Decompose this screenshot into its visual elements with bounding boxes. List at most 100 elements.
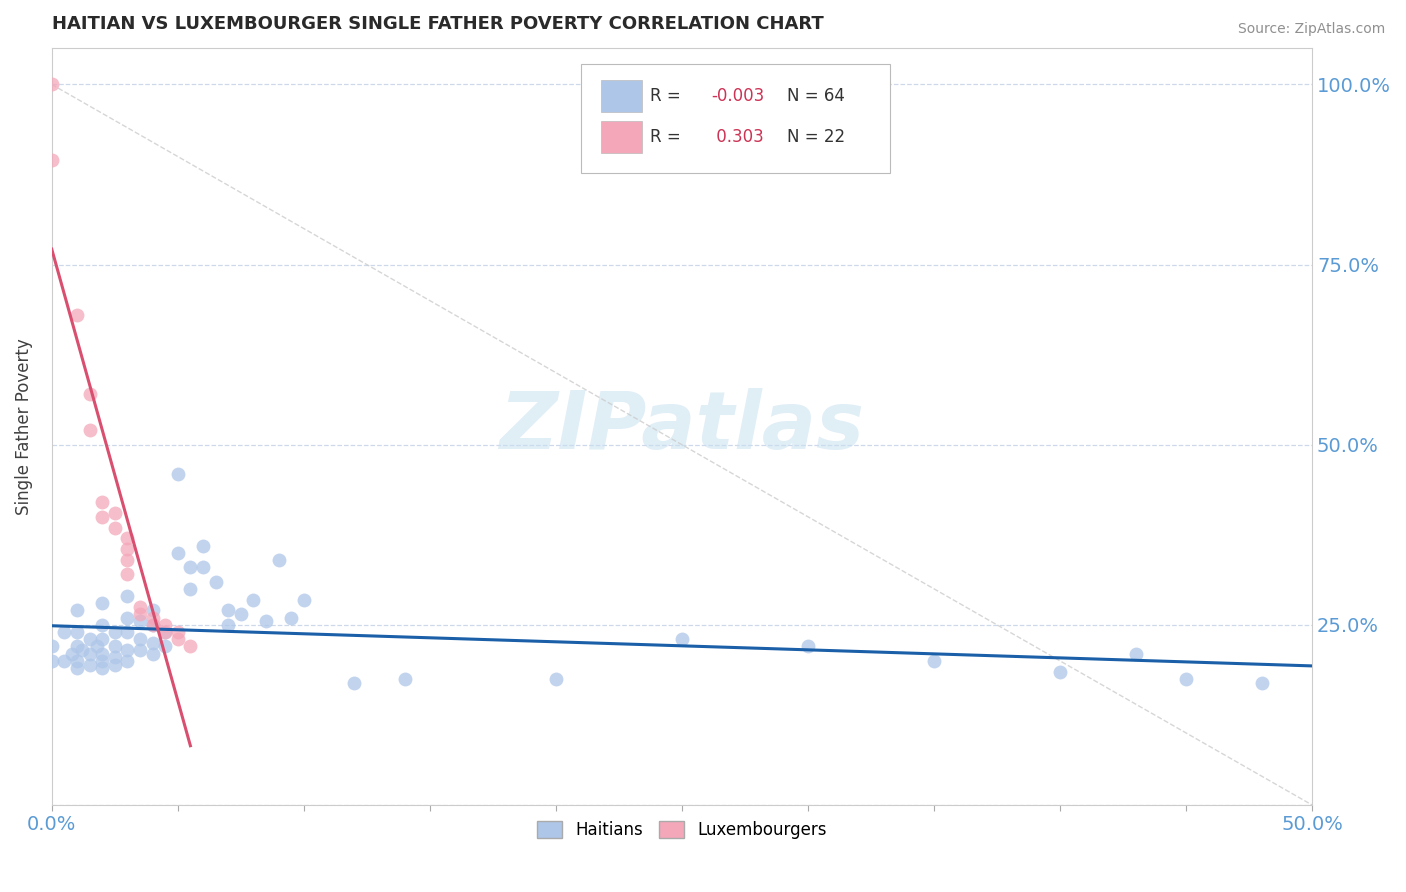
Legend: Haitians, Luxembourgers: Haitians, Luxembourgers [530, 814, 834, 846]
Point [343, 675, 366, 690]
Point [66, 625, 89, 640]
Point [153, 625, 176, 640]
Point [117, 567, 139, 582]
Text: -0.003: -0.003 [711, 87, 765, 105]
Y-axis label: Single Father Poverty: Single Father Poverty [15, 338, 32, 515]
Point [79, 647, 101, 661]
Point [179, 582, 201, 596]
Point [142, 610, 165, 624]
Point [70, 643, 93, 657]
Point [41, 153, 63, 168]
Text: R =: R = [651, 128, 686, 146]
Point [797, 640, 820, 654]
Point [217, 618, 239, 632]
Point [79, 632, 101, 647]
Text: N = 22: N = 22 [786, 128, 845, 146]
Point [91, 618, 114, 632]
Point [91, 654, 114, 668]
Point [1049, 665, 1071, 679]
Point [394, 672, 416, 686]
Point [129, 632, 152, 647]
Point [292, 592, 315, 607]
Point [79, 387, 101, 401]
Point [242, 592, 264, 607]
Point [191, 539, 214, 553]
Point [117, 654, 139, 668]
Point [922, 654, 945, 668]
Point [53, 654, 76, 668]
Text: Source: ZipAtlas.com: Source: ZipAtlas.com [1237, 22, 1385, 37]
Point [129, 643, 152, 657]
FancyBboxPatch shape [602, 121, 641, 153]
Point [117, 542, 139, 557]
Point [191, 560, 214, 574]
Point [66, 661, 89, 675]
Point [91, 632, 114, 647]
Point [91, 495, 114, 509]
Point [60, 647, 83, 661]
Point [153, 640, 176, 654]
Point [166, 467, 188, 481]
Point [166, 632, 188, 647]
Text: ZIPatlas: ZIPatlas [499, 388, 865, 466]
Point [104, 640, 127, 654]
Point [41, 78, 63, 92]
Point [66, 603, 89, 617]
Point [66, 308, 89, 322]
Point [166, 625, 188, 640]
Point [117, 532, 139, 546]
Point [91, 661, 114, 675]
Point [1125, 647, 1147, 661]
Point [117, 625, 139, 640]
Point [229, 607, 252, 621]
Point [217, 603, 239, 617]
Point [104, 520, 127, 534]
Point [1250, 675, 1272, 690]
Point [79, 657, 101, 672]
Point [91, 596, 114, 610]
Point [91, 509, 114, 524]
Point [153, 618, 176, 632]
Point [117, 589, 139, 603]
Point [104, 506, 127, 520]
Point [142, 636, 165, 650]
Point [1175, 672, 1198, 686]
Point [129, 614, 152, 628]
Point [79, 423, 101, 437]
Point [104, 625, 127, 640]
Text: HAITIAN VS LUXEMBOURGER SINGLE FATHER POVERTY CORRELATION CHART: HAITIAN VS LUXEMBOURGER SINGLE FATHER PO… [52, 15, 824, 33]
Point [129, 599, 152, 614]
Point [142, 618, 165, 632]
Point [142, 603, 165, 617]
Point [104, 650, 127, 665]
Point [153, 625, 176, 640]
Point [104, 657, 127, 672]
Point [117, 643, 139, 657]
Point [117, 553, 139, 567]
Point [86, 640, 108, 654]
FancyBboxPatch shape [581, 63, 890, 173]
Point [129, 607, 152, 621]
Point [254, 614, 277, 628]
Point [142, 618, 165, 632]
Text: R =: R = [651, 87, 686, 105]
Point [280, 610, 302, 624]
Point [91, 647, 114, 661]
Point [179, 560, 201, 574]
Text: 0.303: 0.303 [711, 128, 763, 146]
Point [41, 654, 63, 668]
Point [53, 625, 76, 640]
Point [671, 632, 693, 647]
Point [166, 546, 188, 560]
Point [179, 640, 201, 654]
Point [66, 654, 89, 668]
Point [117, 610, 139, 624]
Text: N = 64: N = 64 [786, 87, 845, 105]
Point [544, 672, 567, 686]
Point [41, 640, 63, 654]
Point [267, 553, 290, 567]
Point [204, 574, 226, 589]
Point [66, 640, 89, 654]
FancyBboxPatch shape [602, 80, 641, 112]
Point [142, 647, 165, 661]
